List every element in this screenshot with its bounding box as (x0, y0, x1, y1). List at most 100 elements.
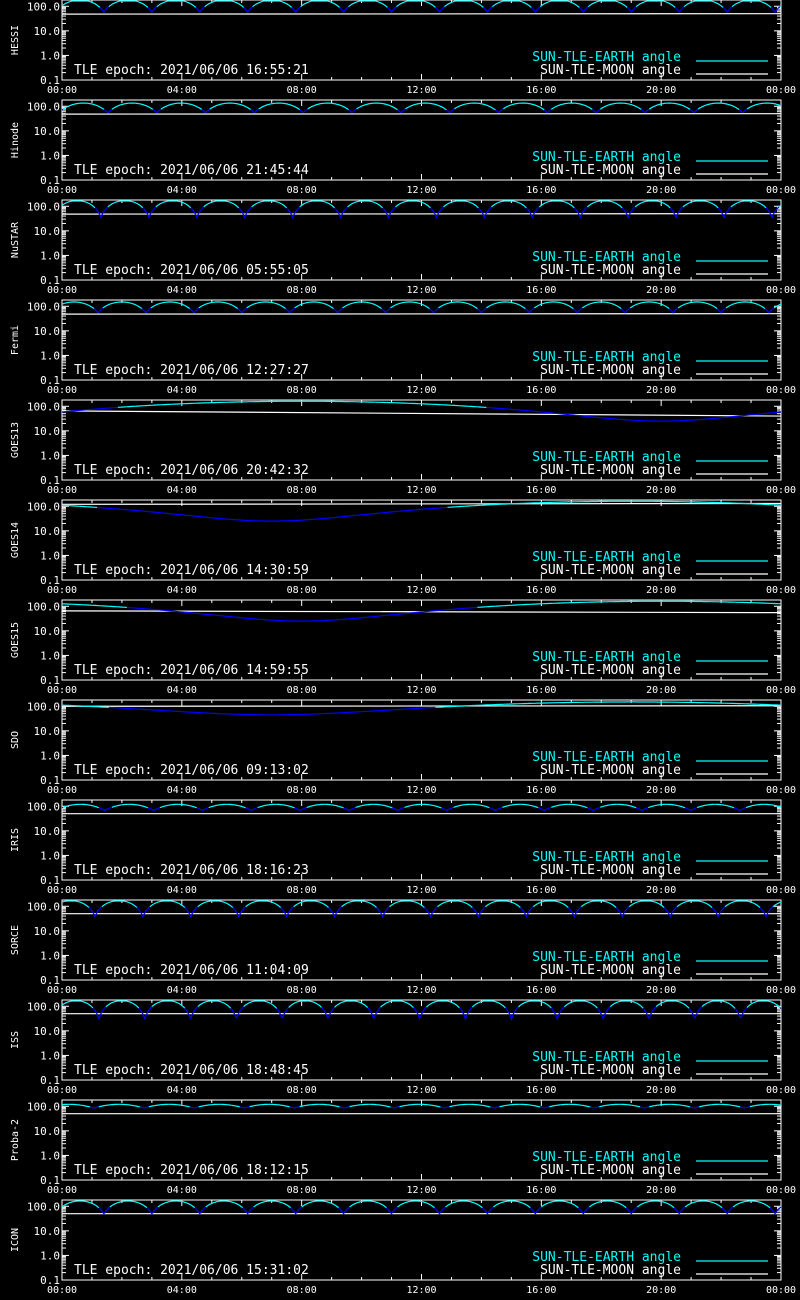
x-tick-label: 08:00 (287, 1085, 317, 1096)
x-tick-label: 20:00 (646, 985, 676, 996)
satellite-label: Fermi (10, 325, 21, 355)
x-tick-label: 04:00 (167, 385, 197, 396)
y-tick-label: 0.1 (40, 574, 60, 587)
earth-angle-segment (198, 301, 239, 310)
panel-proba-2: 0.1 1.0 10.0 100.0 00:00 04:00 08:00 12:00 16:00… (10, 1099, 796, 1196)
earth-angle-shaded-segment (196, 807, 210, 811)
x-tick-label: 20:00 (646, 885, 676, 896)
earth-angle-shaded-segment (245, 806, 258, 811)
x-tick-label: 00:00 (47, 1185, 77, 1196)
satellite-label: GOES15 (10, 622, 21, 658)
earth-angle-segment (288, 1000, 323, 1008)
earth-angle-shaded-segment (382, 206, 396, 220)
earth-angle-segment (586, 200, 623, 209)
tle-epoch-label: TLE epoch: 2021/06/06 14:59:55 (74, 663, 309, 678)
earth-angle-segment (532, 900, 569, 909)
earth-angle-shaded-segment (567, 906, 582, 919)
earth-angle-shaded-segment (348, 108, 357, 113)
earth-angle-segment (197, 900, 234, 909)
legend-earth-label: SUN-TLE-EARTH angle (532, 450, 681, 465)
legend-earth-label: SUN-TLE-EARTH angle (532, 50, 681, 65)
x-tick-label: 00:00 (47, 985, 77, 996)
earth-angle-shaded-segment (189, 307, 200, 314)
earth-angle-shaded-segment (294, 806, 307, 811)
y-tick-label: 100.0 (27, 0, 60, 13)
earth-angle-segment (62, 102, 105, 110)
earth-angle-shaded-segment (142, 206, 157, 220)
x-tick-label: 12:00 (406, 85, 436, 96)
earth-angle-shaded-segment (486, 406, 781, 422)
tle-epoch-label: TLE epoch: 2021/06/06 15:31:02 (74, 1263, 309, 1278)
y-tick-label: 100.0 (27, 500, 60, 513)
earth-angle-shaded-segment (139, 1106, 150, 1109)
satellite-label: SDO (10, 731, 21, 749)
earth-angle-segment (435, 701, 782, 708)
earth-angle-segment (635, 0, 676, 8)
earth-angle-segment (108, 0, 149, 8)
x-tick-label: 20:00 (646, 685, 676, 696)
x-tick-label: 04:00 (167, 185, 197, 196)
legend-moon-label: SUN-TLE-MOON angle (540, 1163, 681, 1178)
panel-goes13: 0.1 1.0 10.0 100.0 00:00 04:00 08:00 12:00 16:00… (10, 399, 796, 496)
satellite-label: GOES14 (10, 522, 21, 558)
earth-angle-segment (533, 301, 574, 310)
x-tick-label: 12:00 (406, 185, 436, 196)
earth-angle-segment (725, 301, 766, 310)
x-tick-label: 00:00 (766, 385, 796, 396)
earth-angle-shaded-segment (61, 406, 118, 413)
earth-angle-shaded-segment (759, 906, 774, 919)
earth-angle-shaded-segment (190, 206, 205, 220)
y-tick-label: 100.0 (27, 1200, 60, 1213)
earth-angle-segment (148, 1103, 190, 1108)
earth-angle-segment (117, 400, 487, 409)
y-tick-label: 1.0 (40, 749, 60, 762)
earth-angle-segment (682, 200, 719, 209)
tle-epoch-label: TLE epoch: 2021/06/06 09:13:02 (74, 763, 309, 778)
x-tick-label: 16:00 (526, 185, 556, 196)
panel-hinode: 0.1 1.0 10.0 100.0 00:00 04:00 08:00 12:00 16:00… (10, 99, 796, 196)
y-tick-label: 10.0 (34, 825, 61, 838)
panel-iris: 0.1 1.0 10.0 100.0 00:00 04:00 08:00 12:00 16:00… (10, 799, 796, 896)
earth-angle-segment (745, 803, 782, 809)
x-tick-label: 16:00 (526, 85, 556, 96)
x-tick-label: 08:00 (287, 785, 317, 796)
earth-angle-shaded-segment (458, 1006, 473, 1021)
earth-angle-segment (355, 803, 393, 809)
earth-angle-segment (257, 803, 295, 809)
earth-angle-shaded-segment (98, 1206, 111, 1215)
earth-angle-segment (772, 901, 782, 908)
earth-angle-segment (105, 1000, 140, 1009)
earth-angle-shaded-segment (430, 206, 444, 220)
x-tick-label: 04:00 (167, 485, 197, 496)
earth-angle-segment (61, 0, 101, 8)
earth-angle-segment (98, 1103, 141, 1108)
y-tick-label: 100.0 (27, 300, 60, 313)
y-tick-label: 1.0 (40, 49, 60, 62)
satellite-label: HESSI (10, 25, 21, 55)
y-tick-label: 0.1 (40, 774, 60, 787)
x-tick-label: 20:00 (646, 485, 676, 496)
earth-angle-segment (731, 0, 772, 8)
earth-angle-shaded-segment (543, 108, 552, 114)
earth-angle-shaded-segment (321, 1006, 336, 1019)
earth-angle-segment (438, 301, 478, 310)
earth-angle-segment (599, 1103, 641, 1108)
legend-moon-label: SUN-TLE-MOON angle (540, 863, 681, 878)
earth-angle-segment (380, 1000, 414, 1009)
y-tick-label: 100.0 (27, 700, 60, 713)
earth-angle-shaded-segment (688, 1006, 703, 1019)
earth-angle-shaded-segment (734, 1006, 748, 1019)
y-tick-label: 10.0 (34, 325, 61, 338)
earth-angle-shaded-segment (482, 6, 493, 14)
earth-angle-segment (349, 1200, 387, 1209)
earth-angle-segment (249, 1103, 290, 1108)
earth-angle-segment (454, 102, 496, 111)
earth-angle-segment (62, 1103, 91, 1108)
legend-moon-label: SUN-TLE-MOON angle (540, 163, 681, 178)
x-tick-label: 00:00 (47, 885, 77, 896)
earth-angle-shaded-segment (138, 1006, 153, 1020)
earth-angle-segment (151, 1000, 186, 1009)
y-tick-label: 1.0 (40, 949, 60, 962)
earth-angle-shaded-segment (238, 206, 253, 220)
